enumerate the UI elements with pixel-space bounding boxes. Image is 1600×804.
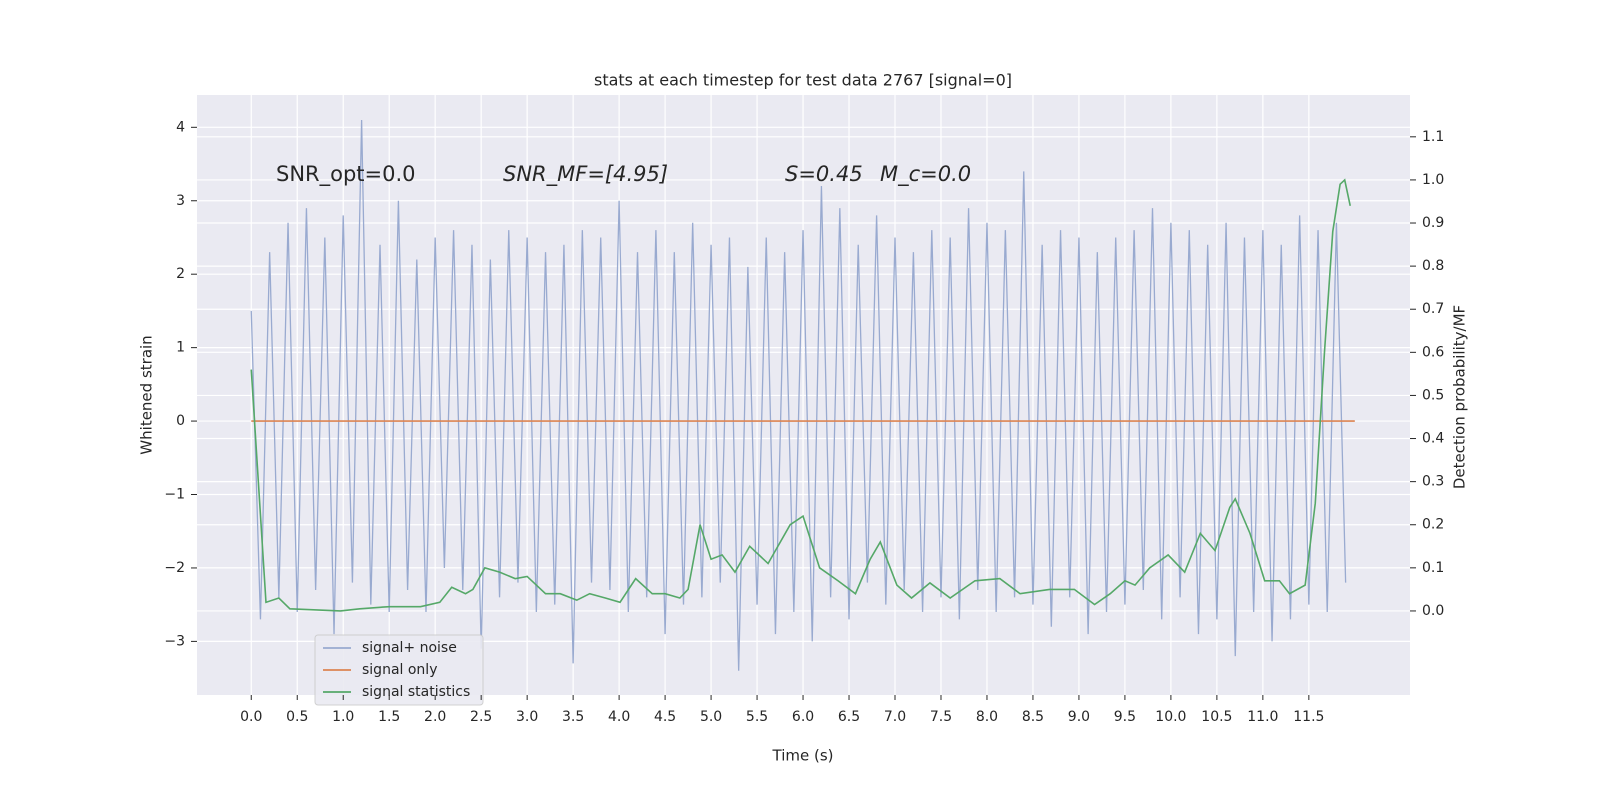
y2-tick-label: 0.8 [1422, 258, 1444, 274]
x-tick-label: 10.0 [1155, 709, 1186, 725]
y-tick-label: 0 [176, 413, 185, 429]
x-tick-label: 8.0 [976, 709, 998, 725]
x-tick-label: 1.5 [378, 709, 400, 725]
x-tick-label: 7.0 [884, 709, 906, 725]
x-tick-label: 3.5 [562, 709, 584, 725]
x-tick-label: 4.0 [608, 709, 630, 725]
x-tick-label: 0.0 [240, 709, 262, 725]
x-tick-label: 9.0 [1068, 709, 1090, 725]
legend-label: signal+ noise [362, 640, 457, 656]
y-tick-label: −3 [164, 633, 185, 649]
x-tick-label: 6.5 [838, 709, 860, 725]
y2-tick-label: 0.1 [1422, 560, 1444, 576]
y2-tick-label: 0.9 [1422, 215, 1444, 231]
x-tick-label: 11.0 [1247, 709, 1278, 725]
y2-tick-label: 1.0 [1422, 172, 1444, 188]
y-tick-label: 1 [176, 340, 185, 356]
legend-label: signal only [362, 662, 437, 678]
y-axis-label: Whitened strain [138, 335, 156, 454]
x-tick-label: 0.5 [286, 709, 308, 725]
annotation: SNR_opt=0.0 [276, 162, 416, 187]
y2-tick-label: 0.6 [1422, 344, 1444, 360]
x-tick-label: 2.0 [424, 709, 446, 725]
x-tick-label: 9.5 [1114, 709, 1136, 725]
legend-box [314, 634, 484, 706]
y-tick-label: −1 [164, 487, 185, 503]
x-axis-label: Time (s) [772, 747, 834, 765]
x-tick-label: 8.5 [1022, 709, 1044, 725]
annotation: S=0.45 [785, 162, 863, 186]
y-tick-label: 2 [176, 266, 185, 282]
legend-label: signal statistics [362, 684, 470, 700]
y2-tick-label: 0.0 [1422, 603, 1444, 619]
y2-tick-label: 0.4 [1422, 431, 1444, 447]
y2-tick-label: 0.3 [1422, 474, 1444, 490]
x-tick-label: 2.5 [470, 709, 492, 725]
x-tick-label: 6.0 [792, 709, 814, 725]
x-tick-label: 5.0 [700, 709, 722, 725]
y-tick-label: 3 [176, 193, 185, 209]
x-tick-label: 5.5 [746, 709, 768, 725]
x-tick-label: 7.5 [930, 709, 952, 725]
y2-tick-label: 1.1 [1422, 129, 1444, 145]
x-tick-label: 3.0 [516, 709, 538, 725]
y-tick-label: 4 [176, 119, 185, 135]
y2-tick-label: 0.2 [1422, 517, 1444, 533]
y2-tick-label: 0.7 [1422, 301, 1444, 317]
x-tick-label: 4.5 [654, 709, 676, 725]
x-tick-label: 11.5 [1293, 709, 1324, 725]
y2-tick-label: 0.5 [1422, 387, 1444, 403]
annotation: SNR_MF=[4.95] [503, 162, 668, 187]
chart-title: stats at each timestep for test data 276… [594, 71, 1012, 90]
y2-axis-label: Detection probability/MF [1451, 305, 1469, 489]
x-tick-label: 10.5 [1201, 709, 1232, 725]
annotation: M_c=0.0 [880, 162, 971, 187]
x-tick-label: 1.0 [332, 709, 354, 725]
y-tick-label: −2 [164, 560, 185, 576]
series-line [250, 178, 1352, 612]
